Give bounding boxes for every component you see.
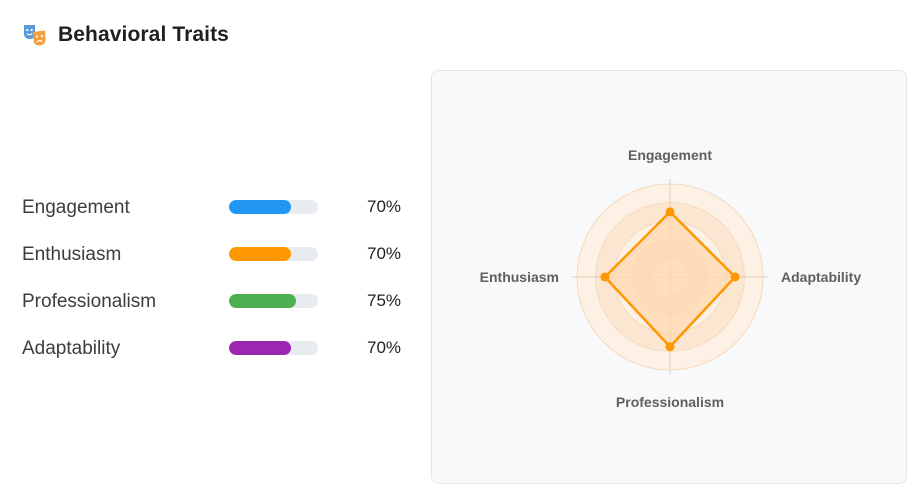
trait-progress-fill <box>229 200 292 214</box>
trait-label: Adaptability <box>22 338 121 359</box>
trait-label: Professionalism <box>22 291 157 312</box>
section-header: Behavioral Traits <box>22 22 229 48</box>
theater-masks-icon <box>24 25 46 46</box>
trait-label: Enthusiasm <box>22 244 122 265</box>
trait-row-enthusiasm: Enthusiasm 70% <box>22 232 422 279</box>
trait-row-professionalism: Professionalism 75% <box>22 279 422 326</box>
radar-axis-label: Adaptability <box>781 269 861 285</box>
trait-progress-track <box>229 200 318 214</box>
trait-row-engagement: Engagement 70% <box>22 185 422 232</box>
radar-data-point <box>730 272 740 282</box>
trait-label: Engagement <box>22 197 130 218</box>
trait-percent: 70% <box>367 244 402 263</box>
radar-axis-label: Engagement <box>628 147 712 163</box>
radar-chart-card: Engagement Adaptability Professionalism Ent… <box>431 70 907 484</box>
radar-data-point <box>600 272 610 282</box>
trait-row-adaptability: Adaptability 70% <box>22 326 422 373</box>
radar-axis-label: Professionalism <box>616 394 724 410</box>
trait-progress-fill <box>229 341 292 355</box>
trait-percent: 75% <box>367 291 402 310</box>
radar-chart: Engagement Adaptability Professionalism Ent… <box>480 147 862 410</box>
radar-data-point <box>665 342 675 352</box>
trait-progress-track <box>229 294 318 308</box>
radar-data-point <box>665 207 675 217</box>
trait-progress-fill <box>229 247 292 261</box>
trait-percent: 70% <box>367 338 402 357</box>
section-title: Behavioral Traits <box>58 23 229 46</box>
trait-percent: 70% <box>367 197 402 216</box>
trait-progress-fill <box>229 294 296 308</box>
radar-axis-label: Enthusiasm <box>480 269 559 285</box>
trait-list: Engagement 70% Enthusiasm 70% Profession… <box>22 185 422 373</box>
trait-progress-track <box>229 247 318 261</box>
trait-progress-track <box>229 341 318 355</box>
